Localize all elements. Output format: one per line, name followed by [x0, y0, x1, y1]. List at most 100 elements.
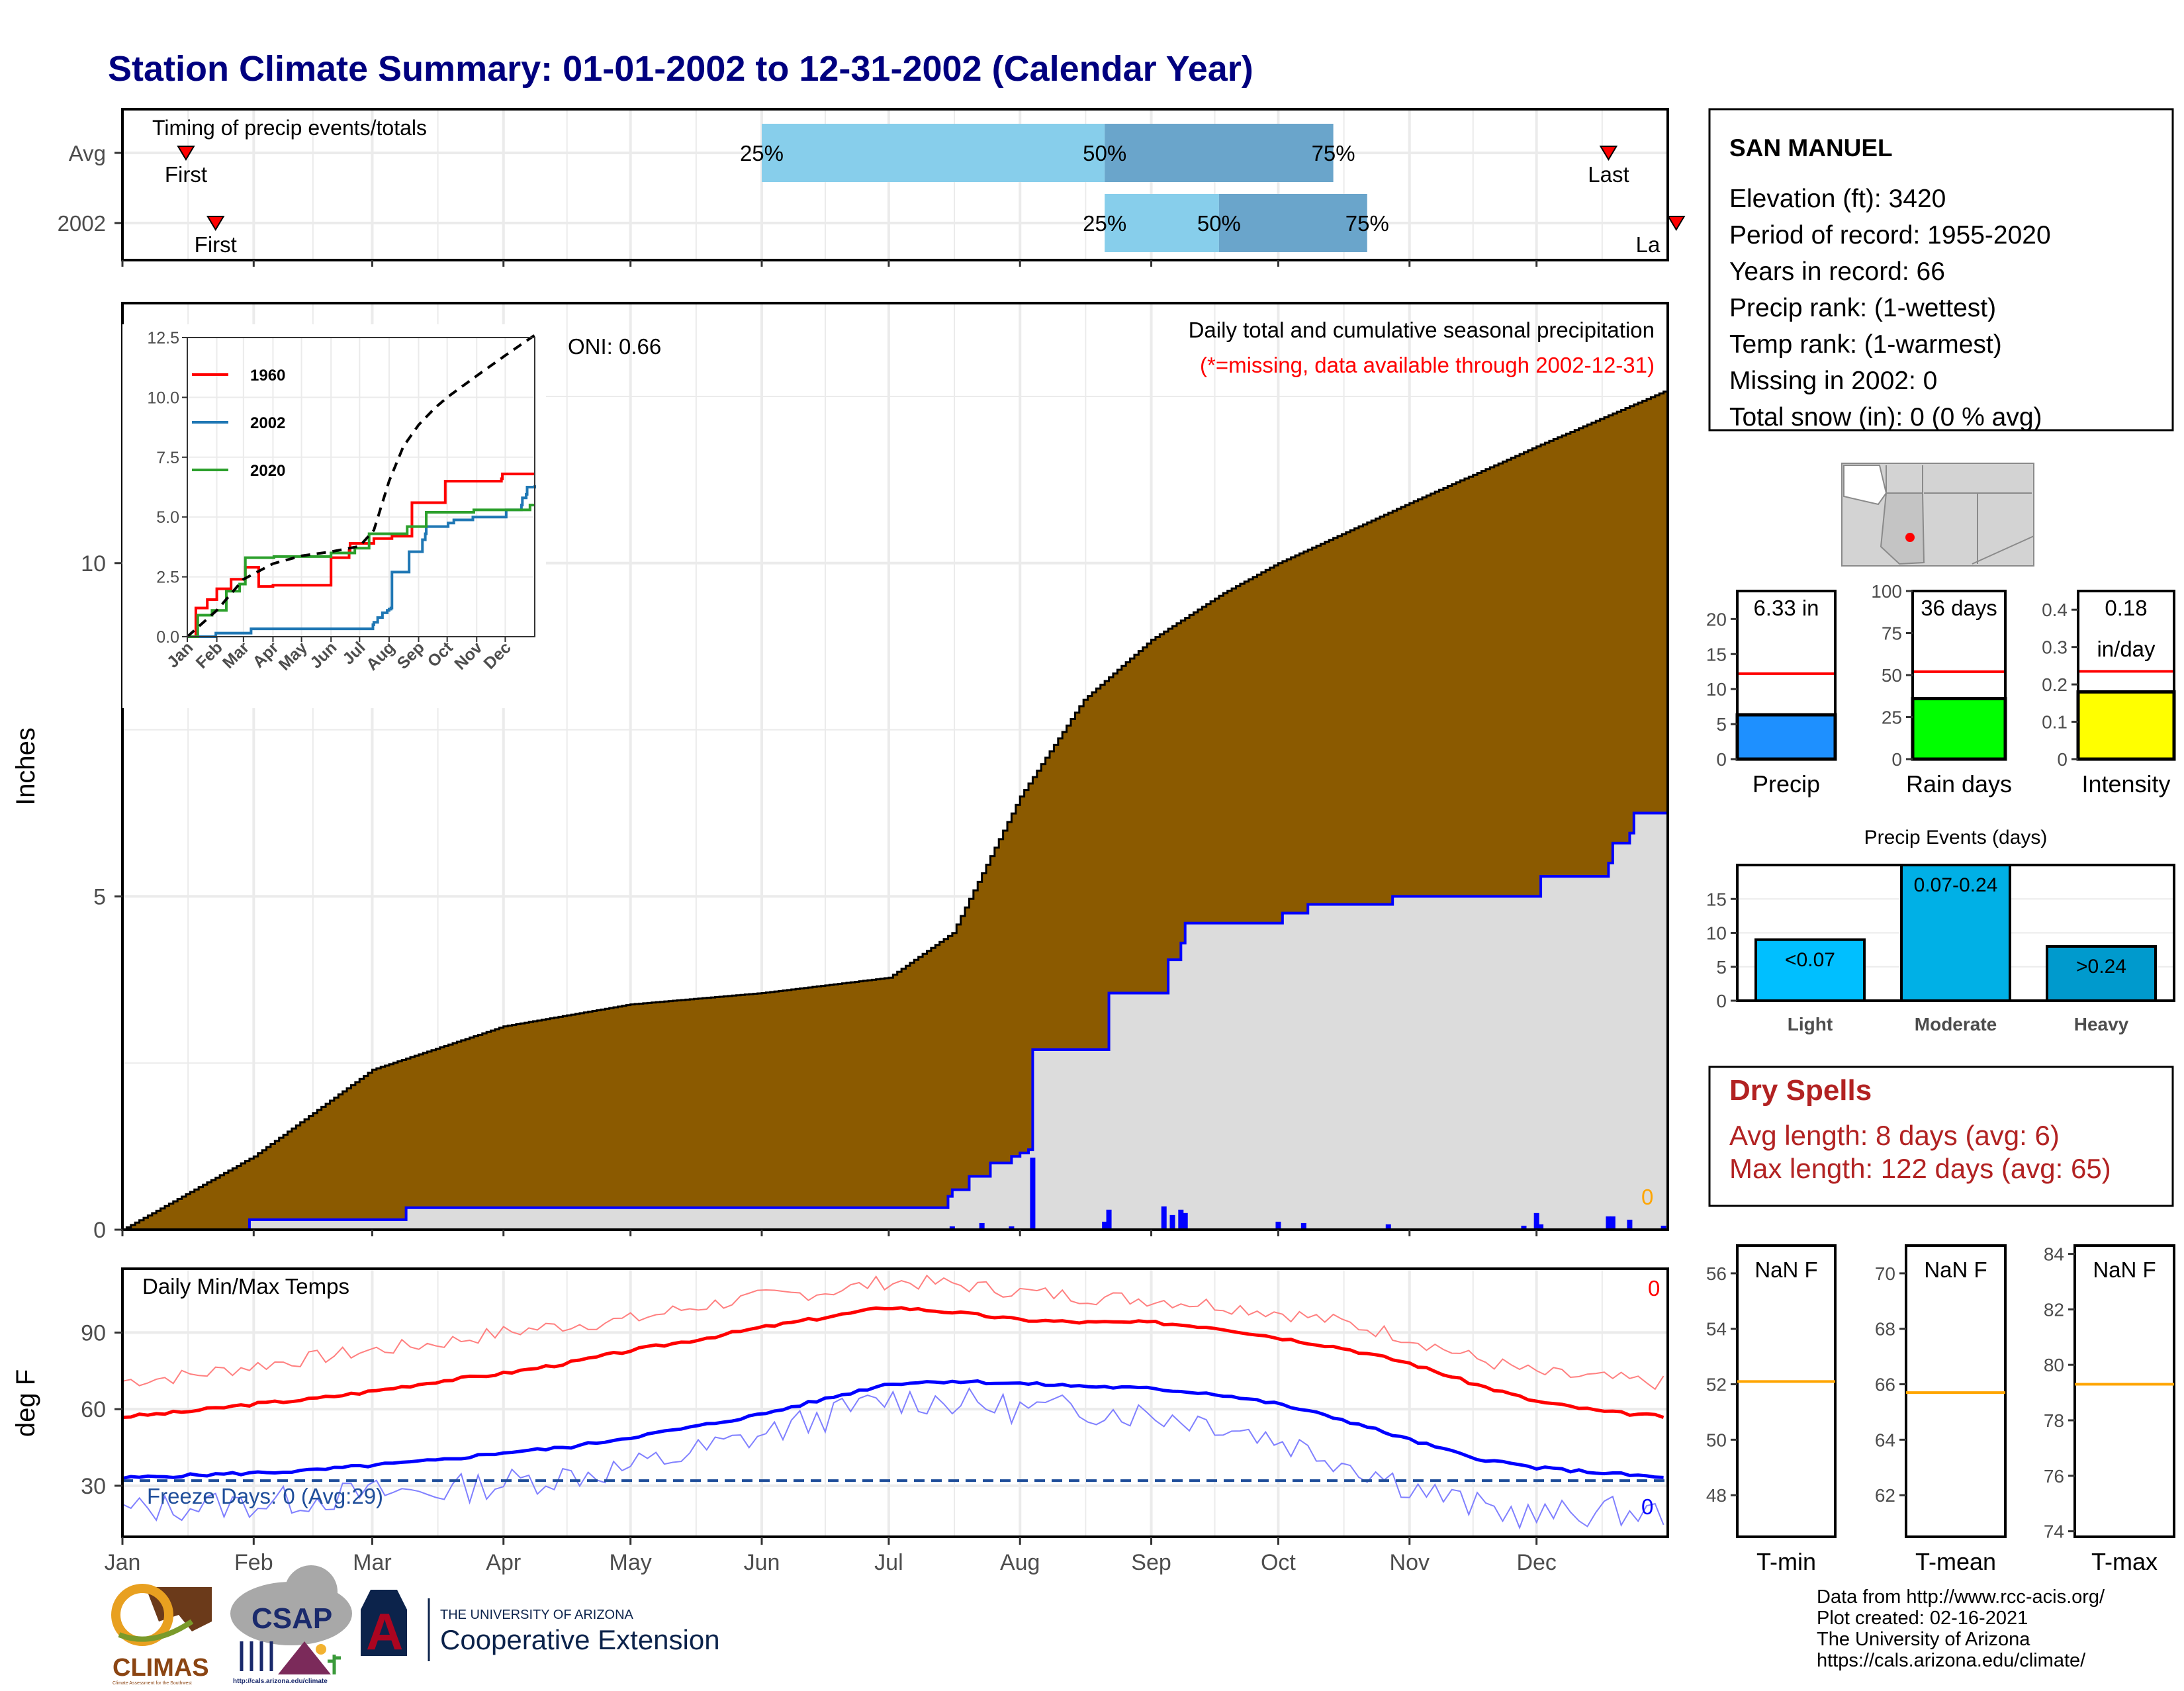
ua-logo-letter: A	[366, 1602, 403, 1661]
month-tick-label: Jul	[874, 1550, 903, 1575]
events-y-tick-label: 10	[1706, 923, 1727, 944]
tmean-box-value-label: NaN F	[1924, 1257, 1987, 1282]
daily-precip-bar	[1161, 1206, 1167, 1230]
timing-label-q50: 50%	[1083, 141, 1126, 165]
raindays-bar-value-label: 36 days	[1921, 596, 1997, 620]
month-tick-label: Aug	[1000, 1550, 1040, 1575]
month-tick-label: Dec	[1516, 1550, 1556, 1575]
main-chart-title: Daily total and cumulative seasonal prec…	[1189, 318, 1655, 342]
raindays-bar-y-tick-label: 75	[1882, 623, 1902, 644]
temps-frame	[121, 1267, 1669, 1538]
raindays-bar-y-tick-label: 25	[1882, 708, 1902, 728]
ua-logo-small-text: THE UNIVERSITY OF ARIZONA	[440, 1608, 634, 1622]
inset-legend-label: 2002	[250, 414, 285, 432]
main-y-tick-label: 10	[81, 551, 106, 576]
month-tick-label: Oct	[1261, 1550, 1296, 1575]
temps-y-tick-label: 30	[81, 1474, 106, 1499]
tmax-box-y-tick-label: 80	[2044, 1355, 2064, 1375]
page-title: Station Climate Summary: 01-01-2002 to 1…	[108, 49, 1253, 89]
daily-precip-bar	[1661, 1225, 1666, 1230]
station-snow: Total snow (in): 0 (0 % avg)	[1729, 403, 2042, 432]
timing-label-q75: 75%	[1312, 141, 1355, 165]
precip-events-chart: <0.07 Light 0.07-0.24 Moderate >0.24 Heavy 0 5 1…	[1706, 827, 2175, 1034]
timing-first-marker	[206, 216, 225, 231]
raindays-bar-value-bar	[1911, 697, 2007, 761]
precip-bar-frame	[1736, 590, 1837, 760]
timing-row-label: Avg	[69, 141, 106, 165]
daily-precip-bar	[1627, 1219, 1633, 1230]
tmean-box-y-tick-label: 62	[1875, 1485, 1895, 1506]
inset-y-tick-label: 2.5	[156, 569, 179, 587]
timing-label-q25: 25%	[740, 141, 784, 165]
daily-precip-bar	[1538, 1224, 1544, 1230]
csap-logo-url: http://cals.arizona.edu/climate	[233, 1678, 328, 1685]
daily-precip-bar	[1009, 1226, 1015, 1230]
tmin-box-y-tick-label: 50	[1706, 1430, 1727, 1450]
tmin-box-y-tick-label: 56	[1706, 1263, 1727, 1284]
temps-y-tick-label: 90	[81, 1320, 106, 1346]
intensity-bar-value-bar	[2076, 690, 2176, 761]
tmean-box-y-tick-label: 70	[1875, 1263, 1895, 1284]
main-frame	[121, 302, 1669, 1231]
csap-logo-bars	[240, 1641, 273, 1671]
timing-first-label: First	[165, 162, 207, 187]
intensity-bar-unit-label: in/day	[2097, 637, 2156, 661]
avg-max-line	[122, 1306, 1664, 1419]
inset-y-tick-label: 7.5	[156, 449, 179, 467]
climas-logo-text: CLIMAS	[113, 1654, 209, 1682]
timing-last-label: Last	[1588, 162, 1629, 187]
tmax-box-y-tick-label: 76	[2044, 1466, 2064, 1486]
raindays-bar-y-tick-label: 0	[1891, 749, 1902, 770]
max-missing-count: 0	[1648, 1276, 1660, 1301]
timing-label-q75: 75%	[1345, 211, 1389, 236]
inset-y-tick-label: 12.5	[147, 329, 179, 347]
tmean-box-category-label: T-mean	[1915, 1548, 1996, 1575]
missing-count: 0	[1641, 1185, 1653, 1209]
station-period: Period of record: 1955-2020	[1729, 221, 2051, 250]
precip-bar-y-tick-label: 5	[1716, 714, 1727, 735]
tmean-box-y-tick-label: 66	[1875, 1375, 1895, 1395]
inset-y-tick-label: 10.0	[147, 388, 179, 407]
main-y-tick-label: 5	[93, 884, 106, 909]
timing-bar-q25-q50	[761, 124, 1105, 182]
month-tick-label: Feb	[234, 1550, 273, 1575]
tmax-box-y-tick-label: 84	[2044, 1244, 2064, 1265]
csap-logo-sun	[316, 1644, 326, 1655]
avg-cumulative-outline	[122, 389, 1669, 1231]
credit-university: The University of Arizona	[1817, 1629, 2030, 1650]
station-years: Years in record: 66	[1729, 257, 1945, 286]
tmax-box-y-tick-label: 74	[2044, 1522, 2064, 1542]
temperature-panel: 30 60 90 deg F Daily Min/Max Temps Freeze Day…	[11, 1267, 1669, 1538]
intensity-bar-value-label: 0.18	[2105, 596, 2147, 620]
timing-frame	[121, 108, 1669, 261]
dry-spells-avg: Avg length: 8 days (avg: 6)	[1729, 1120, 2060, 1151]
station-info-frame	[1708, 108, 2174, 432]
main-y-axis-label: Inches	[11, 727, 40, 805]
csap-logo: CSAP http://cals.arizona.edu/climate	[230, 1565, 352, 1685]
precip-bar-category-label: Precip	[1752, 770, 1820, 798]
raindays-bar-y-tick-label: 100	[1871, 581, 1902, 602]
temperature-summary-charts: 48 50 52 54 56 NaN F T-min 62 64 66 68 70 NaN F T-mea…	[1706, 1244, 2175, 1575]
tmin-box-y-tick-label: 54	[1706, 1319, 1727, 1340]
intensity-bar-category-label: Intensity	[2081, 770, 2170, 798]
temps-y-tick-label: 60	[81, 1397, 106, 1422]
events-bar-moderate	[1900, 864, 2011, 1002]
temps-title: Daily Min/Max Temps	[142, 1274, 349, 1299]
intensity-bar-y-tick-label: 0	[2057, 749, 2068, 770]
events-bar-light	[1754, 938, 1866, 1002]
tmean-box-y-tick-label: 68	[1875, 1319, 1895, 1340]
credit-plot-created: Plot created: 02-16-2021	[1817, 1608, 2028, 1629]
daily-precip-bar	[1521, 1225, 1527, 1230]
month-axis: Jan Feb Mar Apr May Jun Jul Aug Sep Oct Nov Dec	[105, 1230, 1557, 1575]
tmax-box-category-label: T-max	[2091, 1548, 2158, 1575]
daily-precip-bar	[1178, 1209, 1184, 1230]
precip-bar-value-label: 6.33 in	[1753, 596, 1819, 620]
credit-data-source: Data from http://www.rcc-acis.org/	[1817, 1586, 2105, 1608]
min-missing-count: 0	[1641, 1494, 1653, 1519]
precip-bar-y-tick-label: 15	[1706, 644, 1727, 664]
intensity-bar-y-tick-label: 0.1	[2042, 712, 2068, 733]
tmax-box-y-tick-label: 82	[2044, 1299, 2064, 1320]
daily-precip-bar	[1533, 1212, 1539, 1230]
csap-logo-mountain	[278, 1641, 331, 1674]
